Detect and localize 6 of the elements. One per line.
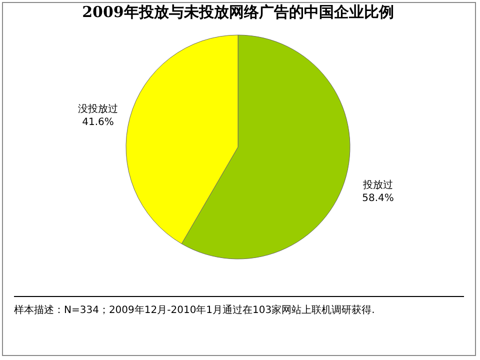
data-label: 58.4% bbox=[362, 192, 394, 204]
slice-label: 投放过 bbox=[362, 178, 393, 191]
chart-title: 2009年投放与未投放网络广告的中国企业比例 bbox=[82, 3, 394, 21]
text: 样本描述：N=334；2009年12月-2010年1月通过在103家网站上联机调研获得. bbox=[14, 304, 376, 317]
data-label: 41.6% bbox=[82, 117, 114, 128]
slice-label: 没投放过 bbox=[78, 103, 118, 116]
